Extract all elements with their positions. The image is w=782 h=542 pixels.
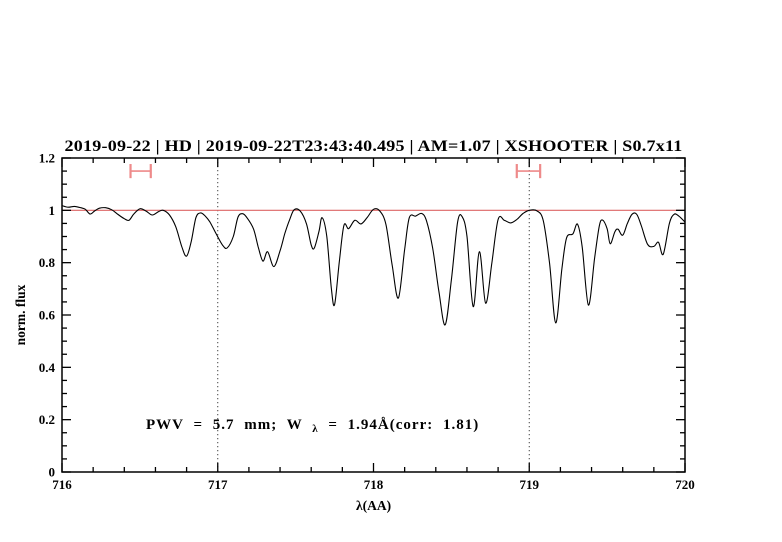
x-tick-label: 720 xyxy=(675,477,695,492)
y-tick-label: 0.4 xyxy=(39,360,56,375)
y-tick-label: 0.2 xyxy=(39,412,55,427)
y-tick-label: 0.8 xyxy=(39,255,56,270)
plot-title: 2019-09-22 | HD | 2019-09-22T23:43:40.49… xyxy=(65,138,683,155)
x-tick-label: 718 xyxy=(364,477,384,492)
spectrum-layer xyxy=(61,205,686,326)
pwv-annotation: PWV = 5.7 mm; W λ = 1.94Å(corr: 1.81) xyxy=(146,417,479,436)
y-tick-label: 0.6 xyxy=(39,308,56,323)
spectrum-line xyxy=(61,205,686,326)
axis-ticks-layer xyxy=(61,157,686,473)
y-axis-label: norm. flux xyxy=(13,284,28,345)
x-tick-label: 717 xyxy=(208,477,228,492)
pwv-annotation-main: PWV = 5.7 mm; W xyxy=(146,417,302,433)
x-axis-label: λ(AA) xyxy=(356,498,391,513)
y-tick-label: 0 xyxy=(49,465,56,480)
pwv-annotation-subscript: λ xyxy=(312,423,318,435)
x-tick-label: 719 xyxy=(520,477,540,492)
x-tick-label: 716 xyxy=(52,477,72,492)
y-tick-label: 1 xyxy=(49,203,56,218)
pwv-annotation-tail: = 1.94Å(corr: 1.81) xyxy=(328,417,479,433)
tick-labels-layer: 716 717 718 719 720 0 0.2 0.4 0.6 0.8 1 1.2 xyxy=(39,151,695,493)
y-tick-label: 1.2 xyxy=(39,151,55,166)
